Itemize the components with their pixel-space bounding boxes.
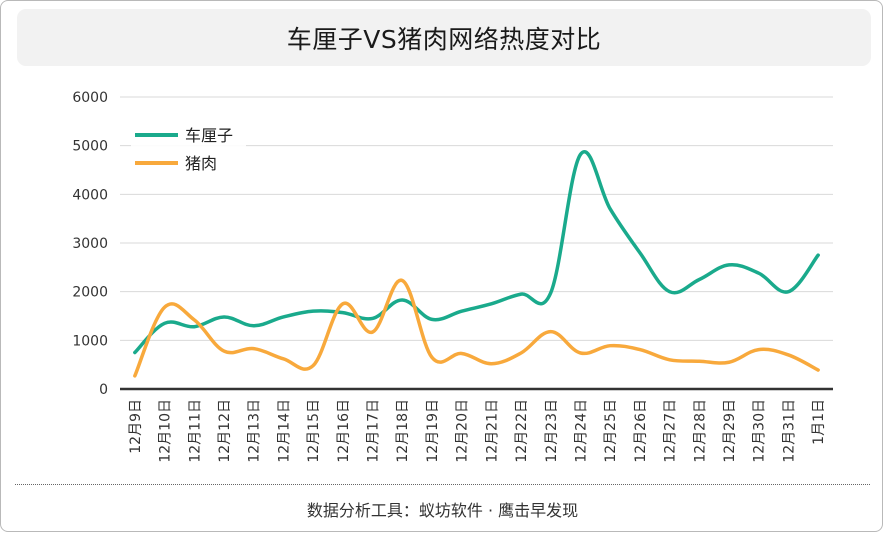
y-tick-label: 5000: [72, 139, 108, 155]
x-tick-label: 12月18日: [395, 399, 411, 463]
x-tick-label: 12月15日: [306, 399, 322, 463]
series-line-1: [133, 278, 820, 378]
x-tick-label: 12月27日: [663, 399, 679, 463]
x-tick-label: 12月12日: [217, 399, 233, 463]
x-tick-label: 12月29日: [722, 399, 738, 463]
x-tick-label: 12月25日: [603, 399, 619, 463]
x-tick-label: 1月1日: [811, 399, 827, 445]
x-tick-label: 12月21日: [484, 399, 500, 463]
x-tick-label: 12月22日: [514, 399, 530, 463]
series-line-0: [133, 150, 820, 355]
x-tick-label: 12月28日: [692, 399, 708, 463]
y-tick-label: 6000: [72, 90, 108, 106]
x-tick-label: 12月20日: [455, 399, 471, 463]
x-tick-label: 12月10日: [158, 399, 174, 463]
x-tick-label: 12月11日: [187, 399, 203, 463]
x-tick-label: 12月26日: [633, 399, 649, 463]
x-tick-label: 12月30日: [752, 399, 768, 463]
legend-label: 猪肉: [185, 154, 217, 173]
x-tick-label: 12月13日: [247, 399, 263, 463]
x-tick-label: 12月14日: [276, 399, 292, 463]
legend-box: [131, 118, 246, 180]
y-tick-label: 0: [99, 382, 108, 398]
title-bar: 车厘子VS猪肉网络热度对比: [17, 9, 871, 66]
chart-title: 车厘子VS猪肉网络热度对比: [286, 24, 602, 54]
x-tick-label: 12月31日: [781, 399, 797, 463]
y-tick-label: 2000: [72, 285, 108, 301]
x-tick-label: 12月17日: [366, 399, 382, 463]
y-tick-label: 3000: [72, 236, 108, 252]
y-tick-label: 4000: [72, 187, 108, 203]
footer-divider: [15, 484, 870, 485]
footer-source: 数据分析工具：蚁坊软件 · 鹰击早发现: [306, 501, 579, 520]
x-tick-label: 12月23日: [544, 399, 560, 463]
x-tick-label: 12月9日: [128, 399, 144, 454]
legend-label: 车厘子: [185, 126, 233, 145]
x-tick-label: 12月16日: [336, 399, 352, 463]
x-tick-label: 12月24日: [573, 399, 589, 463]
y-tick-label: 1000: [72, 333, 108, 349]
x-tick-label: 12月19日: [425, 399, 441, 463]
